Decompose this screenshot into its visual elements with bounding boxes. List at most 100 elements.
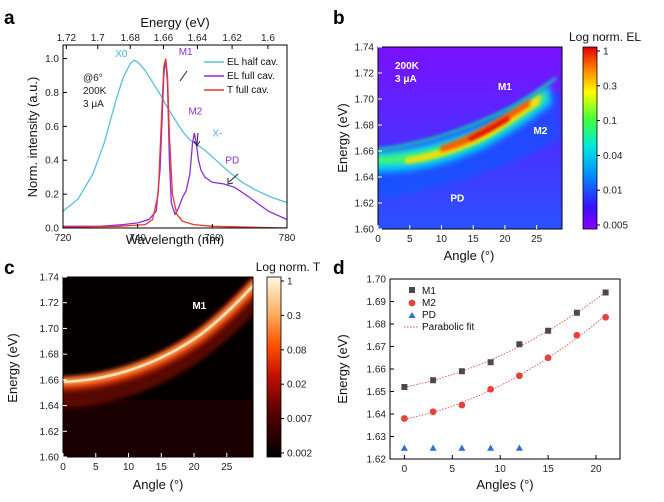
panel-c-cb-tick-label: 0.3 <box>287 311 301 322</box>
panel-d-point-m2 <box>458 401 466 409</box>
panel-a-top-tick-label: 1.68 <box>120 33 140 44</box>
panel-c-xtick-label: 20 <box>188 462 200 473</box>
arrow-m1 <box>179 70 188 82</box>
panel-c-ytick-label: 1.62 <box>40 427 60 438</box>
panel-c-ylabel: Energy (eV) <box>5 333 20 402</box>
panel-d-point-pd <box>487 444 495 451</box>
panel-c-cb-tick-label: 0.002 <box>287 449 312 460</box>
panel-d-point-m2 <box>487 385 495 393</box>
panel-a-top-tick-label: 1.66 <box>154 33 174 44</box>
panel-c-ytick-label: 1.66 <box>40 375 60 386</box>
panel-b-ytick-label: 1.62 <box>355 199 375 210</box>
arrowhead-pd <box>227 178 234 185</box>
panel-d-point-m2 <box>602 313 610 321</box>
panel-a-ytick-label: 0.0 <box>45 224 59 235</box>
panel-d-point-m1 <box>458 368 465 375</box>
panel-b-ytick-label: 1.74 <box>355 43 375 54</box>
panel-d-point-m1 <box>573 309 580 316</box>
panel-c-frame <box>62 276 254 458</box>
panel-d-ytick-label: 1.68 <box>367 320 387 331</box>
panel-d-fit-m1 <box>404 291 606 388</box>
panel-b-band-outer <box>378 84 552 173</box>
panel-b-ytick-label: 1.64 <box>355 173 375 184</box>
panel-c-xtick-label: 0 <box>60 462 66 473</box>
panel-b-cb-tick-label: 0.1 <box>603 116 617 127</box>
panel-letter-c: c <box>4 258 15 279</box>
panel-d-ytick-label: 1.66 <box>367 365 387 376</box>
panel-c-colorbar-title: Log norm. T <box>256 260 321 274</box>
panel-a-top-tick-label: 1.64 <box>188 33 208 44</box>
panel-d-xtick-label: 0 <box>402 464 408 475</box>
panel-d-ytick-label: 1.70 <box>367 275 387 286</box>
panel-b-xtick-label: 5 <box>407 234 413 245</box>
panel-b-m1-branch <box>378 76 557 151</box>
panel-d-xlabel: Angles (°) <box>476 477 533 492</box>
panel-c-cb-tick-label: 0.08 <box>287 345 307 356</box>
panel-b-colorbar-title: Log norm. EL <box>569 30 641 44</box>
panel-b-colorbar <box>582 46 598 230</box>
panel-d-xtick-label: 5 <box>450 464 456 475</box>
panel-c-xtick-label: 10 <box>123 462 135 473</box>
panel-a-ytick-label: 0.2 <box>45 190 59 201</box>
panel-d-ytick-label: 1.62 <box>367 455 387 466</box>
panel-a-ylabel: Norm. intensity (a.u.) <box>25 77 40 198</box>
panel-b-xlabel: Angle (°) <box>444 248 495 263</box>
panel-b-label-m1: M1 <box>498 82 512 93</box>
panel-d-ytick-label: 1.64 <box>367 410 387 421</box>
panel-b-ytick-label: 1.68 <box>355 121 375 132</box>
panel-d-point-pd <box>429 444 437 451</box>
panel-a-xtick-label: 780 <box>279 233 296 244</box>
legend-el-full: EL full cav. <box>227 71 275 82</box>
legend-marker-m2 <box>408 299 416 307</box>
panel-d-point-pd <box>515 444 523 451</box>
panel-b-inset-temp: 200K <box>395 61 420 72</box>
panel-a-series-t-full-cav- <box>63 58 287 228</box>
panel-a-top-tick-label: 1.7 <box>91 33 105 44</box>
panel-c-cb-tick-label: 1 <box>287 277 293 288</box>
panel-a-top-xlabel: Energy (eV) <box>140 15 209 30</box>
panel-b-cb-tick-label: 1 <box>603 47 609 58</box>
panel-d-point-m2 <box>400 415 408 422</box>
panel-b-inset-current: 3 μA <box>395 74 417 85</box>
panel-a-annotation-x: X- <box>212 129 222 140</box>
legend-m1: M1 <box>422 286 436 297</box>
panel-c-ytick-label: 1.64 <box>40 401 60 412</box>
panel-c-ytick-label: 1.70 <box>40 324 60 335</box>
panel-d-point-m2 <box>573 331 581 339</box>
panel-d-ytick-label: 1.67 <box>367 342 387 353</box>
panel-d-ylabel: Energy (eV) <box>335 334 350 403</box>
panel-letter-b: b <box>333 8 345 29</box>
panel-d-point-pd <box>400 444 408 451</box>
panel-c-cb-tick-label: 0.02 <box>287 380 307 391</box>
panel-a-spectrum: 720 740 760 780 0.0 0.2 0.4 0.6 0.8 1.0 1.72 1.7 1.6… <box>25 15 296 247</box>
legend-marker-m1 <box>409 287 415 293</box>
panel-c-xtick-label: 15 <box>156 462 168 473</box>
panel-c-xlabel: Angle (°) <box>133 477 184 492</box>
panel-a-series-el-half-cav- <box>63 59 287 212</box>
panel-c-band-core <box>63 283 253 384</box>
panel-letter-a: a <box>4 8 15 29</box>
panel-b-xtick-label: 20 <box>499 234 511 245</box>
panel-a-inset-temp: 200K <box>83 86 107 97</box>
panel-a-xtick-label: 720 <box>55 233 72 244</box>
legend-el-half: EL half cav. <box>227 57 278 68</box>
panel-d-xtick-label: 20 <box>590 464 602 475</box>
panel-d-point-m1 <box>401 384 408 390</box>
legend-m2: M2 <box>422 298 436 309</box>
panel-a-annotation-m2: M2 <box>188 106 202 117</box>
panel-c-ytick-label: 1.74 <box>40 273 60 284</box>
panel-a-top-tick-label: 1.72 <box>57 33 77 44</box>
panel-d-point-m2 <box>429 408 437 416</box>
panel-d-fit-m2 <box>404 315 606 420</box>
panel-b-band-inner <box>405 94 540 164</box>
legend-pd: PD <box>422 310 436 321</box>
panel-d-point-m1 <box>516 341 523 348</box>
panel-c-colorbar <box>266 276 282 458</box>
panel-c-ytick-label: 1.72 <box>40 298 60 309</box>
panel-a-top-tick-label: 1.62 <box>222 33 242 44</box>
panel-a-ytick-label: 0.8 <box>45 88 59 99</box>
panel-d-legend: M1 M2 PD Parabolic fit <box>404 286 474 333</box>
panel-b-ytick-label: 1.72 <box>355 69 375 80</box>
panel-a-ytick-label: 0.6 <box>45 122 59 133</box>
panel-letter-d: d <box>333 258 345 279</box>
